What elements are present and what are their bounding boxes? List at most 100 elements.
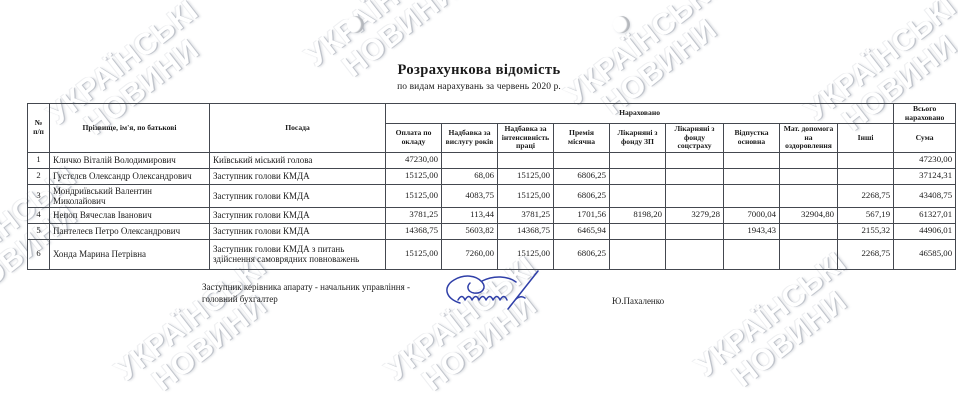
col-header-other: Інші [836, 123, 895, 153]
cell-seniority-bonus: 113,44 [441, 206, 498, 224]
document-heading: Розрахункова відомість по видам нарахува… [0, 62, 958, 92]
cell-intensity-bonus: 15125,00 [497, 167, 554, 185]
cell-salary: 15125,00 [385, 183, 442, 208]
cell-row-number: 2 [27, 167, 50, 185]
cell-salary: 15125,00 [385, 167, 442, 185]
col-header-sick-leave-payroll-fund: Лікарняні з фонду ЗП [609, 123, 666, 153]
cell-salary: 14368,75 [385, 222, 442, 240]
table-row: 3 Мондриївський Валентин Миколайович Засту… [27, 183, 957, 208]
cell-sum: 37124,31 [893, 167, 957, 185]
cell-full-name: Густєлєв Олександр Олександрович [49, 167, 210, 185]
cell-seniority-bonus [441, 151, 498, 169]
cell-sum: 47230,00 [893, 151, 957, 169]
cell-monthly-premium: 6806,25 [553, 183, 610, 208]
cell-intensity-bonus [497, 151, 554, 169]
cell-sick-leave-payroll-fund [609, 222, 666, 240]
cell-sick-leave-payroll-fund [609, 238, 666, 270]
payroll-table: № п/п Прізвище, ім'я, по батькові Посада… [27, 103, 957, 270]
table-row: 2 Густєлєв Олександр Олександрович Заступн… [27, 167, 957, 185]
col-header-sum: Сума [893, 123, 957, 153]
cell-health-aid [779, 238, 838, 270]
cell-row-number: 6 [27, 238, 50, 270]
cell-main-vacation [723, 238, 780, 270]
page-subtitle: по видам нарахувань за червень 2020 р. [397, 82, 561, 92]
cell-sick-leave-payroll-fund [609, 151, 666, 169]
cell-seniority-bonus: 68,06 [441, 167, 498, 185]
table-row: 4 Непоп Вячеслав Іванович Заступник голови… [27, 206, 957, 224]
cell-salary: 15125,00 [385, 238, 442, 270]
header-row-group: № п/п Прізвище, ім'я, по батькові Посада… [27, 103, 957, 153]
col-header-row-number: № п/п [27, 103, 50, 153]
cell-row-number: 1 [27, 151, 50, 169]
cell-intensity-bonus: 14368,75 [497, 222, 554, 240]
cell-salary: 3781,25 [385, 206, 442, 224]
cell-intensity-bonus: 15125,00 [497, 238, 554, 270]
cell-row-number: 5 [27, 222, 50, 240]
cell-intensity-bonus: 3781,25 [497, 206, 554, 224]
col-header-accrued-group: Нараховано [384, 103, 895, 124]
cell-full-name: Непоп Вячеслав Іванович [49, 206, 210, 224]
table-row: 6 Хонда Марина Петрівна Заступник голови К… [27, 238, 957, 270]
col-header-sick-leave-social-fund: Лікарняні з фонду соцстраху [665, 123, 724, 153]
cell-seniority-bonus: 5603,82 [441, 222, 498, 240]
cell-health-aid [779, 222, 838, 240]
cell-position: Заступник голови КМДА [209, 222, 386, 240]
cell-sick-leave-payroll-fund [609, 167, 666, 185]
cell-other [836, 151, 895, 169]
signer-name: Ю.Пахаленко [612, 296, 665, 306]
cell-main-vacation: 7000,04 [723, 206, 780, 224]
cell-main-vacation [723, 151, 780, 169]
cell-full-name: Мондриївський Валентин Миколайович [49, 183, 210, 208]
col-header-monthly-premium: Премія місячна [553, 123, 610, 153]
col-header-seniority-bonus: Надбавка за вислугу років [441, 123, 498, 153]
cell-monthly-premium: 6465,94 [553, 222, 610, 240]
cell-full-name: Пантелеєв Петро Олександрович [49, 222, 210, 240]
cell-sum: 46585,00 [893, 238, 957, 270]
cell-other: 2155,32 [836, 222, 895, 240]
table-row: 5 Пантелеєв Петро Олександрович Заступник … [27, 222, 957, 240]
cell-position: Київський міський голова [209, 151, 386, 169]
cell-sick-leave-social-fund [665, 238, 724, 270]
cell-sum: 44906,01 [893, 222, 957, 240]
cell-position: Заступник голови КМДА [209, 206, 386, 224]
cell-salary: 47230,00 [385, 151, 442, 169]
signer-title: Заступник керівника апарату - начальник … [202, 282, 411, 305]
col-header-total-group: Всього нараховано [893, 103, 957, 124]
cell-row-number: 4 [27, 206, 50, 224]
cell-monthly-premium: 6806,25 [553, 238, 610, 270]
cell-other: 2268,75 [836, 183, 895, 208]
table-body: 1 Кличко Віталій Володимирович Київський м… [27, 151, 957, 270]
cell-monthly-premium: 6806,25 [553, 167, 610, 185]
cell-position: Заступник голови КМДА [209, 183, 386, 208]
crescent-mark-icon [613, 16, 630, 33]
table-row: 1 Кличко Віталій Володимирович Київський м… [27, 151, 957, 169]
page-title: Розрахункова відомість [397, 62, 561, 78]
col-header-intensity-bonus: Надбавка за інтенсивність праці [497, 123, 554, 153]
cell-sick-leave-social-fund [665, 222, 724, 240]
cell-seniority-bonus: 4083,75 [441, 183, 498, 208]
col-header-position: Посада [209, 103, 386, 153]
cell-sick-leave-social-fund [665, 167, 724, 185]
table-head: № п/п Прізвище, ім'я, по батькові Посада… [27, 103, 957, 153]
cell-full-name: Кличко Віталій Володимирович [49, 151, 210, 169]
cell-other: 2268,75 [836, 238, 895, 270]
cell-sick-leave-social-fund [665, 183, 724, 208]
cell-main-vacation: 1943,43 [723, 222, 780, 240]
cell-position: Заступник голови КМДА [209, 167, 386, 185]
cell-sum: 61327,01 [893, 206, 957, 224]
cell-position: Заступник голови КМДА з питань здійсненн… [209, 238, 386, 270]
handwritten-signature [446, 270, 539, 310]
cell-row-number: 3 [27, 183, 50, 208]
cell-sick-leave-social-fund [665, 151, 724, 169]
cell-health-aid: 32904,80 [779, 206, 838, 224]
col-header-health-aid: Мат. допомога на оздоровлення [779, 123, 838, 153]
col-header-full-name: Прізвище, ім'я, по батькові [49, 103, 210, 153]
cell-other: 567,19 [836, 206, 895, 224]
cell-main-vacation [723, 167, 780, 185]
cell-health-aid [779, 151, 838, 169]
cell-health-aid [779, 167, 838, 185]
cell-sick-leave-social-fund: 3279,28 [665, 206, 724, 224]
col-header-main-vacation: Відпустка основна [723, 123, 780, 153]
cell-monthly-premium: 1701,56 [553, 206, 610, 224]
